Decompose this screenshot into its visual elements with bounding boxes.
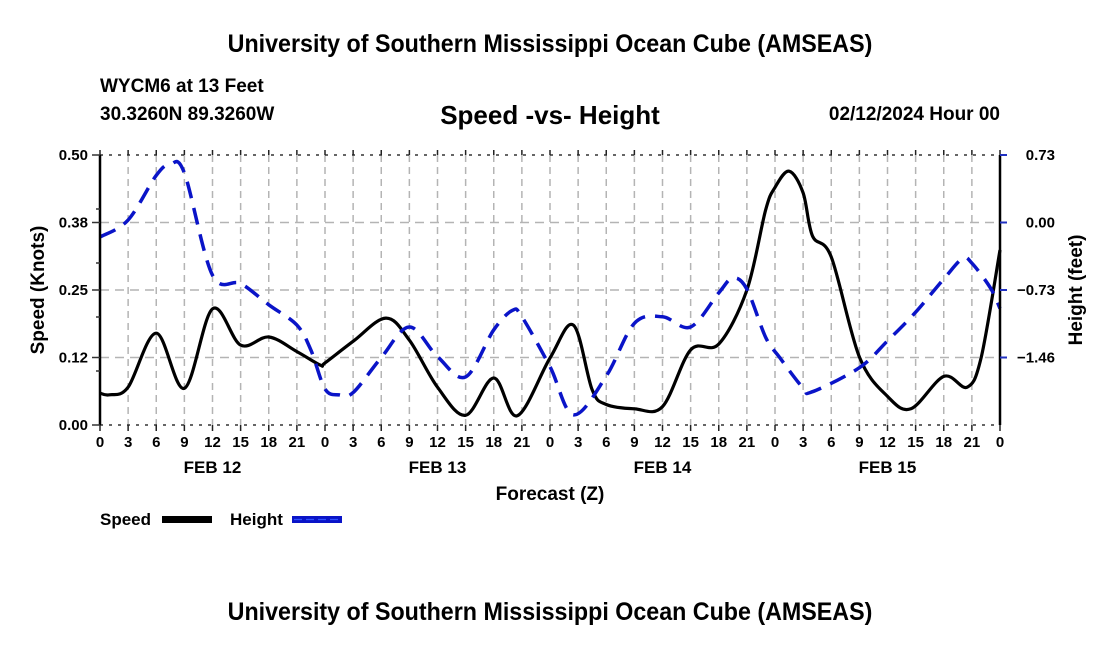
legend-height-label: Height <box>230 510 283 529</box>
y-tick-label: 0.38 <box>59 215 88 232</box>
x-tick-label: 9 <box>405 434 413 451</box>
y2-tick-label: 0.00 <box>1026 215 1055 232</box>
x-axis-title: Forecast (Z) <box>496 484 605 505</box>
x-tick-label: 3 <box>799 434 807 451</box>
x-tick-label: 18 <box>710 434 727 451</box>
y-tick-label: 0.25 <box>59 282 88 299</box>
series-layer <box>99 159 1002 418</box>
legend: Speed Height <box>100 510 342 529</box>
x-tick-label: 21 <box>739 434 756 451</box>
x-tick-label: 9 <box>855 434 863 451</box>
x-tick-label: 6 <box>377 434 385 451</box>
x-tick-label: 15 <box>907 434 924 451</box>
y-axis-title: Speed (Knots) <box>28 226 49 355</box>
x-tick-label: 21 <box>964 434 981 451</box>
y-tick-label: 0.50 <box>59 147 88 164</box>
x-tick-label: 12 <box>654 434 671 451</box>
series-line-height <box>99 159 1002 417</box>
axes <box>92 150 1007 431</box>
legend-height-swatch <box>292 516 342 523</box>
grid <box>100 155 1000 425</box>
x-tick-label: 6 <box>602 434 610 451</box>
x-tick-label: 9 <box>630 434 638 451</box>
date-label: FEB 13 <box>409 458 467 477</box>
y2-tick-label: 0.73 <box>1026 147 1055 164</box>
y-tick-label: 0.12 <box>59 350 88 367</box>
x-tick-label: 0 <box>321 434 329 451</box>
x-tick-label: 9 <box>180 434 188 451</box>
x-tick-label: 6 <box>827 434 835 451</box>
main-title: University of Southern Mississippi Ocean… <box>227 30 873 58</box>
x-tick-label: 0 <box>546 434 554 451</box>
x-tick-label: 18 <box>260 434 277 451</box>
legend-speed-swatch <box>162 516 212 523</box>
chart-title: Speed -vs- Height <box>440 100 660 130</box>
x-tick-label: 15 <box>457 434 474 451</box>
y2-tick-label: −0.73 <box>1017 282 1055 299</box>
run-time-label: 02/12/2024 Hour 00 <box>828 104 1000 125</box>
x-tick-label: 3 <box>349 434 357 451</box>
x-tick-label: 0 <box>96 434 104 451</box>
date-label: FEB 12 <box>184 458 242 477</box>
x-tick-label: 12 <box>879 434 896 451</box>
bottom-title: University of Southern Mississippi Ocean… <box>227 598 873 626</box>
x-tick-label: 0 <box>996 434 1004 451</box>
y2-tick-label: −1.46 <box>1017 350 1055 367</box>
series-line-speed <box>99 169 1002 418</box>
x-tick-label: 3 <box>574 434 582 451</box>
x-tick-label: 12 <box>429 434 446 451</box>
y-tick-label: 0.00 <box>59 417 88 434</box>
x-tick-label: 18 <box>935 434 952 451</box>
station-label: WYCM6 at 13 Feet <box>100 76 264 97</box>
y2-axis-title: Height (feet) <box>1066 235 1087 346</box>
coordinates-label: 30.3260N 89.3260W <box>100 104 275 125</box>
date-label: FEB 14 <box>634 458 692 477</box>
x-tick-label: 6 <box>152 434 160 451</box>
x-tick-label: 21 <box>289 434 306 451</box>
x-tick-label: 15 <box>682 434 699 451</box>
x-tick-label: 18 <box>485 434 502 451</box>
x-tick-label: 0 <box>771 434 779 451</box>
x-tick-label: 12 <box>204 434 221 451</box>
x-tick-label: 3 <box>124 434 132 451</box>
legend-speed-label: Speed <box>100 510 151 529</box>
x-tick-label: 15 <box>232 434 249 451</box>
axis-labels: 0 3 6 9 12 15 18 21 0 3 6 9 12 15 18 21 0 3 6 9 12 15 18 21 0 3 6 9… <box>59 147 1055 477</box>
date-label: FEB 15 <box>859 458 917 477</box>
x-tick-label: 21 <box>514 434 531 451</box>
